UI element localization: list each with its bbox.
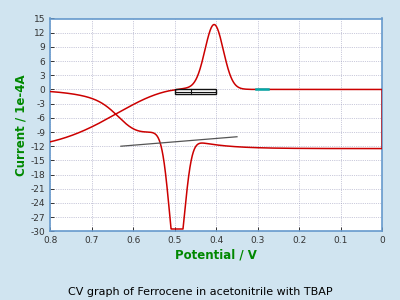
Text: CV graph of Ferrocene in acetonitrile with TBAP: CV graph of Ferrocene in acetonitrile wi…	[68, 287, 332, 297]
Y-axis label: Current / 1e-4A: Current / 1e-4A	[15, 74, 28, 176]
X-axis label: Potential / V: Potential / V	[175, 248, 257, 261]
Bar	[175, 89, 216, 94]
